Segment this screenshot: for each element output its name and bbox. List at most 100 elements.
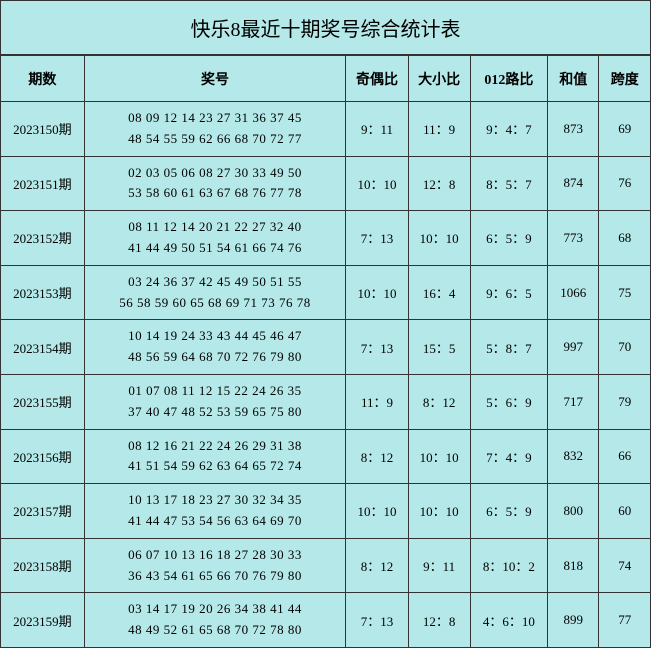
cell-route-012: 6：5：9 — [470, 211, 547, 266]
cell-odd-even: 10：10 — [346, 156, 408, 211]
cell-route-012: 8：5：7 — [470, 156, 547, 211]
numbers-line1: 03 24 36 37 42 45 49 50 51 55 — [89, 272, 342, 293]
header-big-small: 大小比 — [408, 56, 470, 102]
cell-route-012: 4：6：10 — [470, 593, 547, 648]
cell-span: 79 — [599, 374, 651, 429]
cell-big-small: 10：10 — [408, 211, 470, 266]
header-period: 期数 — [1, 56, 85, 102]
table-row: 2023151期02 03 05 06 08 27 30 33 49 5053 … — [1, 156, 651, 211]
cell-sum: 832 — [547, 429, 598, 484]
cell-sum: 899 — [547, 593, 598, 648]
table-row: 2023150期08 09 12 14 23 27 31 36 37 4548 … — [1, 102, 651, 157]
cell-route-012: 8：10：2 — [470, 538, 547, 593]
numbers-line1: 10 13 17 18 23 27 30 32 34 35 — [89, 490, 342, 511]
cell-big-small: 10：10 — [408, 484, 470, 539]
cell-odd-even: 11：9 — [346, 374, 408, 429]
cell-route-012: 6：5：9 — [470, 484, 547, 539]
cell-big-small: 16：4 — [408, 265, 470, 320]
numbers-line2: 41 51 54 59 62 63 64 65 72 74 — [89, 456, 342, 477]
numbers-line2: 36 43 54 61 65 66 70 76 79 80 — [89, 566, 342, 587]
cell-numbers: 03 24 36 37 42 45 49 50 51 5556 58 59 60… — [84, 265, 346, 320]
numbers-line1: 08 12 16 21 22 24 26 29 31 38 — [89, 436, 342, 457]
table-row: 2023155期01 07 08 11 12 15 22 24 26 3537 … — [1, 374, 651, 429]
cell-big-small: 15：5 — [408, 320, 470, 375]
cell-period: 2023158期 — [1, 538, 85, 593]
cell-span: 74 — [599, 538, 651, 593]
cell-numbers: 08 12 16 21 22 24 26 29 31 3841 51 54 59… — [84, 429, 346, 484]
cell-odd-even: 10：10 — [346, 265, 408, 320]
numbers-line1: 08 11 12 14 20 21 22 27 32 40 — [89, 217, 342, 238]
stats-table: 期数 奖号 奇偶比 大小比 012路比 和值 跨度 2023150期08 09 … — [0, 55, 651, 648]
cell-span: 75 — [599, 265, 651, 320]
cell-span: 77 — [599, 593, 651, 648]
table-row: 2023154期10 14 19 24 33 43 44 45 46 4748 … — [1, 320, 651, 375]
numbers-line1: 08 09 12 14 23 27 31 36 37 45 — [89, 108, 342, 129]
cell-big-small: 12：8 — [408, 593, 470, 648]
header-sum: 和值 — [547, 56, 598, 102]
numbers-line2: 56 58 59 60 65 68 69 71 73 76 78 — [89, 293, 342, 314]
cell-numbers: 06 07 10 13 16 18 27 28 30 3336 43 54 61… — [84, 538, 346, 593]
cell-odd-even: 7：13 — [346, 211, 408, 266]
cell-numbers: 08 11 12 14 20 21 22 27 32 4041 44 49 50… — [84, 211, 346, 266]
cell-big-small: 9：11 — [408, 538, 470, 593]
cell-sum: 873 — [547, 102, 598, 157]
numbers-line1: 01 07 08 11 12 15 22 24 26 35 — [89, 381, 342, 402]
table-row: 2023152期08 11 12 14 20 21 22 27 32 4041 … — [1, 211, 651, 266]
cell-span: 68 — [599, 211, 651, 266]
cell-period: 2023153期 — [1, 265, 85, 320]
numbers-line1: 10 14 19 24 33 43 44 45 46 47 — [89, 326, 342, 347]
cell-route-012: 5：6：9 — [470, 374, 547, 429]
cell-period: 2023150期 — [1, 102, 85, 157]
cell-odd-even: 9：11 — [346, 102, 408, 157]
cell-route-012: 5：8：7 — [470, 320, 547, 375]
numbers-line1: 06 07 10 13 16 18 27 28 30 33 — [89, 545, 342, 566]
numbers-line2: 41 44 47 53 54 56 63 64 69 70 — [89, 511, 342, 532]
cell-odd-even: 8：12 — [346, 429, 408, 484]
cell-big-small: 12：8 — [408, 156, 470, 211]
cell-numbers: 10 14 19 24 33 43 44 45 46 4748 56 59 64… — [84, 320, 346, 375]
cell-period: 2023152期 — [1, 211, 85, 266]
table-row: 2023159期03 14 17 19 20 26 34 38 41 4448 … — [1, 593, 651, 648]
cell-span: 66 — [599, 429, 651, 484]
cell-sum: 1066 — [547, 265, 598, 320]
cell-period: 2023151期 — [1, 156, 85, 211]
cell-sum: 818 — [547, 538, 598, 593]
numbers-line1: 03 14 17 19 20 26 34 38 41 44 — [89, 599, 342, 620]
numbers-line2: 48 56 59 64 68 70 72 76 79 80 — [89, 347, 342, 368]
cell-span: 76 — [599, 156, 651, 211]
table-title: 快乐8最近十期奖号综合统计表 — [0, 0, 651, 55]
cell-sum: 874 — [547, 156, 598, 211]
numbers-line2: 41 44 49 50 51 54 61 66 74 76 — [89, 238, 342, 259]
numbers-line2: 37 40 47 48 52 53 59 65 75 80 — [89, 402, 342, 423]
cell-period: 2023154期 — [1, 320, 85, 375]
cell-odd-even: 7：13 — [346, 320, 408, 375]
table-row: 2023157期10 13 17 18 23 27 30 32 34 3541 … — [1, 484, 651, 539]
header-odd-even: 奇偶比 — [346, 56, 408, 102]
numbers-line2: 48 49 52 61 65 68 70 72 78 80 — [89, 620, 342, 641]
cell-route-012: 9：4：7 — [470, 102, 547, 157]
table-row: 2023158期06 07 10 13 16 18 27 28 30 3336 … — [1, 538, 651, 593]
cell-odd-even: 10：10 — [346, 484, 408, 539]
numbers-line2: 48 54 55 59 62 66 68 70 72 77 — [89, 129, 342, 150]
cell-numbers: 01 07 08 11 12 15 22 24 26 3537 40 47 48… — [84, 374, 346, 429]
cell-sum: 717 — [547, 374, 598, 429]
header-span: 跨度 — [599, 56, 651, 102]
numbers-line1: 02 03 05 06 08 27 30 33 49 50 — [89, 163, 342, 184]
cell-sum: 773 — [547, 211, 598, 266]
table-row: 2023156期08 12 16 21 22 24 26 29 31 3841 … — [1, 429, 651, 484]
cell-period: 2023157期 — [1, 484, 85, 539]
cell-route-012: 7：4：9 — [470, 429, 547, 484]
header-row: 期数 奖号 奇偶比 大小比 012路比 和值 跨度 — [1, 56, 651, 102]
header-route-012: 012路比 — [470, 56, 547, 102]
stats-table-container: 快乐8最近十期奖号综合统计表 期数 奖号 奇偶比 大小比 012路比 和值 跨度… — [0, 0, 651, 648]
cell-numbers: 10 13 17 18 23 27 30 32 34 3541 44 47 53… — [84, 484, 346, 539]
cell-sum: 997 — [547, 320, 598, 375]
header-numbers: 奖号 — [84, 56, 346, 102]
cell-odd-even: 7：13 — [346, 593, 408, 648]
cell-sum: 800 — [547, 484, 598, 539]
cell-span: 70 — [599, 320, 651, 375]
cell-route-012: 9：6：5 — [470, 265, 547, 320]
cell-span: 60 — [599, 484, 651, 539]
cell-odd-even: 8：12 — [346, 538, 408, 593]
table-row: 2023153期03 24 36 37 42 45 49 50 51 5556 … — [1, 265, 651, 320]
